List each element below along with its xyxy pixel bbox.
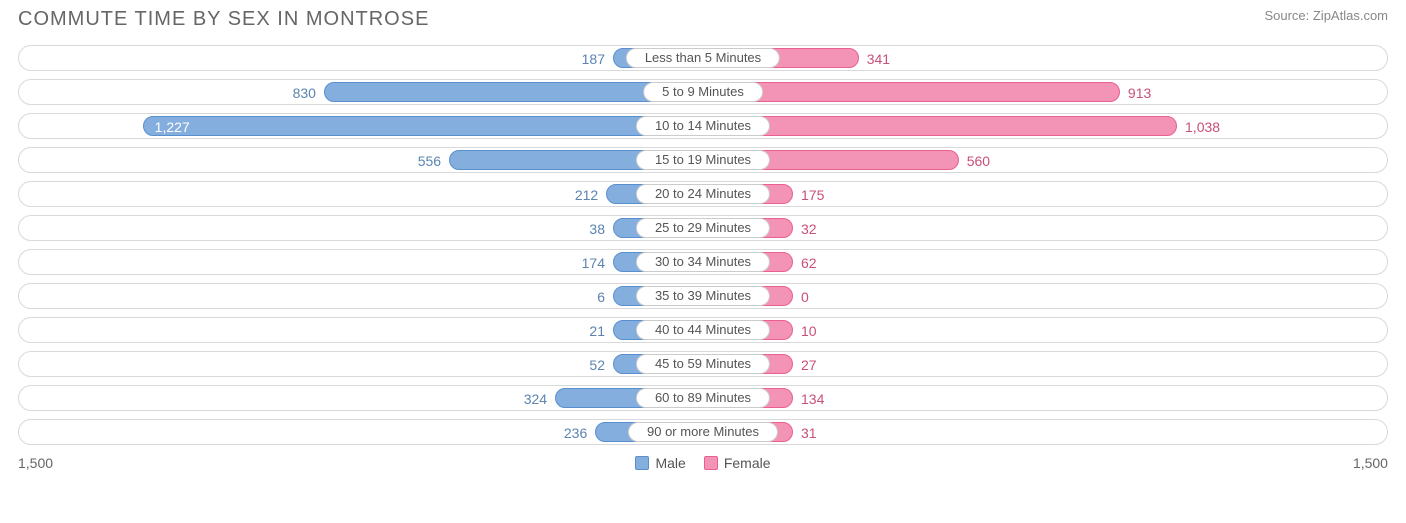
category-label: 45 to 59 Minutes — [636, 354, 770, 374]
legend-item: Female — [704, 455, 771, 471]
value-male: 324 — [524, 386, 547, 412]
category-label: 15 to 19 Minutes — [636, 150, 770, 170]
chart-footer: 1,500 Male Female 1,500 — [18, 455, 1388, 471]
value-female: 560 — [967, 148, 990, 174]
value-female: 0 — [801, 284, 809, 310]
legend-swatch — [704, 456, 718, 470]
category-label: 25 to 29 Minutes — [636, 218, 770, 238]
value-male: 21 — [589, 318, 605, 344]
category-label: 60 to 89 Minutes — [636, 388, 770, 408]
chart-row: 40 to 44 Minutes 21 10 — [18, 317, 1388, 343]
bar-female — [703, 116, 1177, 136]
value-male: 212 — [575, 182, 598, 208]
chart-row: 60 to 89 Minutes 324 134 — [18, 385, 1388, 411]
chart-row: 15 to 19 Minutes 556 560 — [18, 147, 1388, 173]
chart-row: 20 to 24 Minutes 212 175 — [18, 181, 1388, 207]
chart-row: 10 to 14 Minutes 1,227 1,038 — [18, 113, 1388, 139]
value-male: 38 — [589, 216, 605, 242]
chart-source: Source: ZipAtlas.com — [1264, 8, 1388, 23]
value-male: 1,227 — [155, 114, 190, 140]
value-female: 32 — [801, 216, 817, 242]
legend: Male Female — [635, 455, 770, 471]
chart-rows: Less than 5 Minutes 187 341 5 to 9 Minutes 8… — [18, 45, 1388, 445]
chart-row: 30 to 34 Minutes 174 62 — [18, 249, 1388, 275]
chart-row: 5 to 9 Minutes 830 913 — [18, 79, 1388, 105]
value-female: 175 — [801, 182, 824, 208]
axis-right-max: 1,500 — [1353, 455, 1388, 471]
category-label: 90 or more Minutes — [628, 422, 778, 442]
value-male: 52 — [589, 352, 605, 378]
value-male: 556 — [418, 148, 441, 174]
value-female: 1,038 — [1185, 114, 1220, 140]
chart-row: Less than 5 Minutes 187 341 — [18, 45, 1388, 71]
value-female: 27 — [801, 352, 817, 378]
value-male: 236 — [564, 420, 587, 446]
value-female: 62 — [801, 250, 817, 276]
category-label: 30 to 34 Minutes — [636, 252, 770, 272]
value-male: 6 — [597, 284, 605, 310]
category-label: 35 to 39 Minutes — [636, 286, 770, 306]
category-label: 20 to 24 Minutes — [636, 184, 770, 204]
axis-left-max: 1,500 — [18, 455, 53, 471]
value-female: 31 — [801, 420, 817, 446]
chart-title: COMMUTE TIME BY SEX IN MONTROSE — [18, 8, 429, 31]
category-label: 5 to 9 Minutes — [643, 82, 763, 102]
category-label: 10 to 14 Minutes — [636, 116, 770, 136]
bar-male — [143, 116, 703, 136]
chart-container: COMMUTE TIME BY SEX IN MONTROSE Source: … — [0, 0, 1406, 523]
legend-label: Female — [724, 455, 771, 471]
chart-row: 35 to 39 Minutes 6 0 — [18, 283, 1388, 309]
legend-swatch — [635, 456, 649, 470]
chart-row: 25 to 29 Minutes 38 32 — [18, 215, 1388, 241]
chart-header: COMMUTE TIME BY SEX IN MONTROSE Source: … — [18, 8, 1388, 31]
value-female: 341 — [867, 46, 890, 72]
value-male: 187 — [582, 46, 605, 72]
legend-item: Male — [635, 455, 685, 471]
value-female: 913 — [1128, 80, 1151, 106]
value-male: 830 — [293, 80, 316, 106]
value-female: 134 — [801, 386, 824, 412]
chart-row: 90 or more Minutes 236 31 — [18, 419, 1388, 445]
category-label: Less than 5 Minutes — [626, 48, 780, 68]
bar-female — [703, 82, 1120, 102]
chart-row: 45 to 59 Minutes 52 27 — [18, 351, 1388, 377]
legend-label: Male — [655, 455, 685, 471]
value-female: 10 — [801, 318, 817, 344]
value-male: 174 — [582, 250, 605, 276]
category-label: 40 to 44 Minutes — [636, 320, 770, 340]
